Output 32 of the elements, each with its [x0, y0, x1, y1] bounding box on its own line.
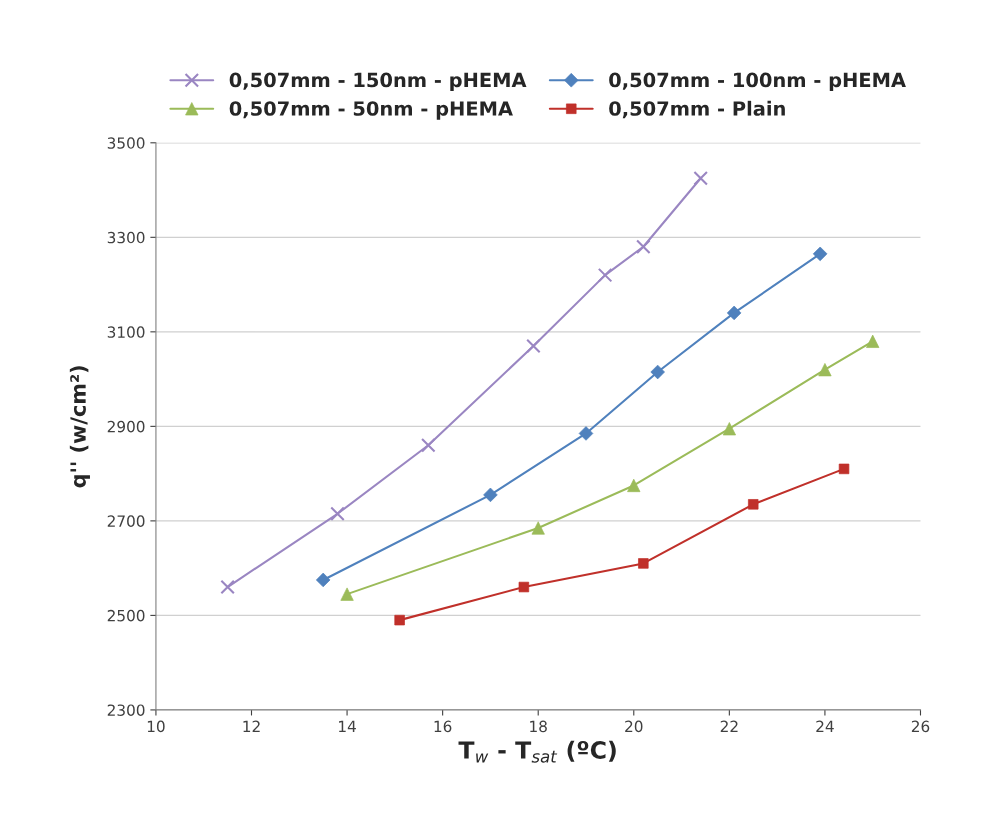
y-tick-label: 3300 [107, 231, 145, 244]
y-tick-label: 2500 [107, 609, 145, 622]
point [483, 487, 498, 503]
x-tick-label: 18 [530, 720, 547, 733]
legend-label: 0,507mm - 150nm - pHEMA [229, 72, 527, 92]
x-tick-label: 12 [243, 720, 260, 732]
x-tick-label: 10 [147, 720, 165, 733]
point [748, 499, 759, 510]
legend-label: 0,507mm - 100nm - pHEMA [609, 72, 906, 92]
x-axis-title: T$_{w}$ - T$_{sat}$ (ºC) [458, 740, 616, 763]
x-tick-label: 24 [816, 720, 834, 732]
x-tick-label: 26 [911, 720, 930, 733]
x-tick-label: 16 [434, 720, 452, 733]
y-tick-label: 2900 [107, 420, 145, 433]
point [597, 267, 613, 283]
x-tick-label: 14 [339, 720, 356, 732]
point [421, 437, 436, 453]
x-tick-label: 20 [625, 720, 643, 733]
y-tick-label: 3500 [107, 137, 145, 149]
legend-label: 0,507mm - Plain [609, 100, 785, 119]
point [220, 579, 235, 595]
point [636, 239, 651, 255]
y-tick-label: 2300 [107, 704, 145, 716]
point [330, 506, 345, 522]
point [693, 170, 708, 186]
point [315, 572, 331, 588]
y-tick-label: 3100 [107, 326, 145, 338]
y-axis-title: q'' (w/cm²) [69, 366, 90, 488]
legend-label: 0,507mm - 50nm - pHEMA [229, 101, 513, 120]
y-tick-label: 2700 [107, 515, 145, 527]
point [526, 338, 541, 354]
x-tick-label: 22 [720, 720, 738, 732]
